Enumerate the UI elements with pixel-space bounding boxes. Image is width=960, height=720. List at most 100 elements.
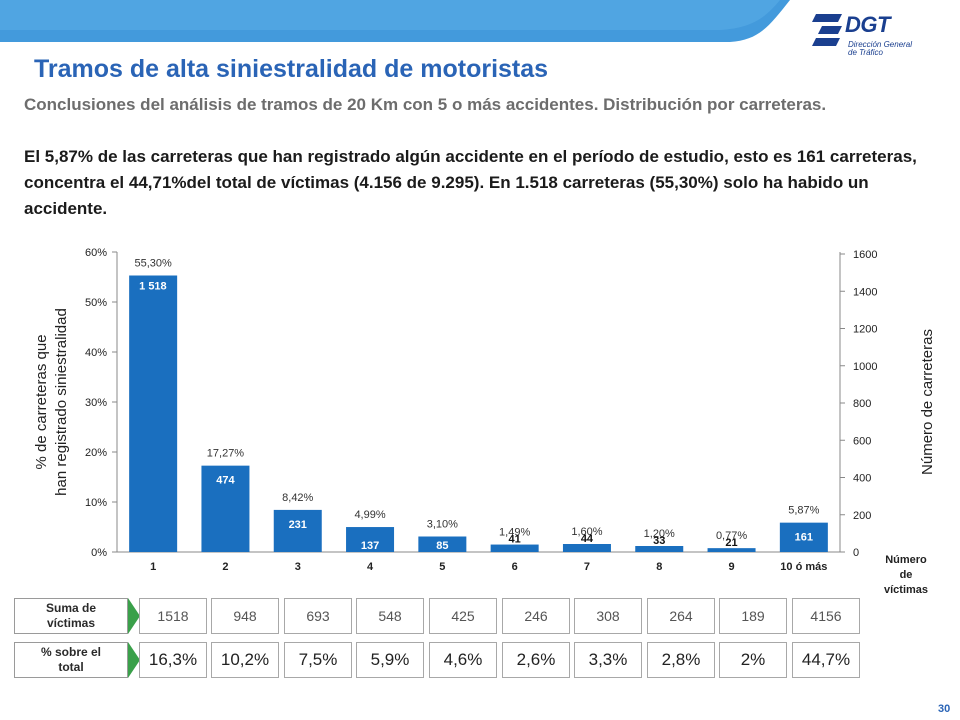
x-tick-label: 1 [150,561,156,573]
bar-pct-label: 8,42% [282,492,313,504]
bar [201,465,250,552]
bar-count-label: 44 [581,533,594,545]
pct-cell: 7,5% [284,642,352,678]
page-subtitle: Conclusiones del análisis de tramos de 2… [24,95,827,114]
x-tick-label: 4 [367,561,374,573]
y-right-axis-title: Número de carreteras [919,329,936,475]
page-title: Tramos de alta siniestralidad de motoris… [34,55,549,83]
logo-text: DGT [845,12,890,37]
logo-sub-line-2: de Tráfico [848,48,883,57]
pct-cell: 44,7% [792,642,860,678]
bar-count-label: 85 [436,540,448,552]
bar-count-label: 161 [795,532,813,544]
bar-pct-label: 1,60% [571,526,602,538]
conclusion-text: El 5,87% de las carreteras que han regis… [24,147,917,218]
bar-count-label: 137 [361,540,379,552]
y-right-tick-label: 200 [853,510,871,522]
x-tick-label: 5 [439,561,445,573]
x-tick-label: 9 [728,561,734,573]
bar-count-label: 474 [216,475,235,487]
bar-pct-label: 17,27% [207,448,245,460]
bar [273,509,322,552]
y-right-tick-label: 800 [853,398,871,410]
bar [707,548,756,552]
dgt-logo-icon [812,14,842,46]
sum-cell: 425 [429,598,497,634]
pct-label-line-1: % sobre el [40,645,102,659]
sum-cell: 308 [574,598,642,634]
y-right-tick-label: 0 [853,547,859,559]
pct-cell: 2% [719,642,787,678]
y-left-tick-label: 10% [85,497,107,509]
y-left-axis-title-line-1: % de carreteras que [33,334,50,469]
pct-cell: 10,2% [211,642,279,678]
sum-label-line-1: Suma de [45,601,96,615]
bar [635,546,684,552]
x-tick-label: 6 [512,561,518,573]
sum-cell: 246 [502,598,570,634]
logo-sub-line-1: Dirección General [848,40,913,49]
sum-cell: 189 [719,598,787,634]
y-left-tick-label: 30% [85,397,107,409]
bar [346,527,395,552]
bar-chart: 0%10%20%30%40%50%60%02004006008001000120… [33,247,936,596]
bar-pct-label: 1,49% [499,527,530,539]
bar-pct-label: 3,10% [427,519,458,531]
sum-cell: 548 [356,598,424,634]
sum-label-line-2: víctimas [46,616,95,630]
x-tick-label: 2 [222,561,228,573]
bar [779,522,828,552]
pct-cell: 16,3% [139,642,207,678]
y-right-tick-label: 1600 [853,249,877,261]
x-axis-title-line-2: de [900,569,913,581]
x-tick-label: 10 ó más [780,561,827,573]
page-number: 30 [938,703,951,715]
y-left-tick-label: 60% [85,247,107,259]
pct-row-arrow-icon [128,642,140,678]
logo-subtitle: Dirección General de Tráfico [848,41,912,57]
x-tick-label: 7 [584,561,590,573]
bar-count-label: 41 [509,534,521,546]
bar-count-label: 231 [289,519,307,531]
y-left-tick-label: 0% [91,547,107,559]
x-axis-title-line-1: Número [885,554,927,566]
y-left-axis-title-line-2: han registrado siniestralidad [53,308,70,496]
header-band [0,0,790,42]
bar-count-label: 1 518 [139,281,167,293]
bar-count-label: 21 [725,537,737,549]
bar [490,544,539,552]
sum-row-arrow-icon [128,598,140,634]
y-right-tick-label: 1000 [853,361,877,373]
bar [418,536,467,552]
x-tick-label: 3 [295,561,301,573]
pct-cell: 2,8% [647,642,715,678]
x-axis-title-line-3: víctimas [884,584,928,596]
sum-cell: 264 [647,598,715,634]
pct-cell: 3,3% [574,642,642,678]
bar-pct-label: 5,87% [788,505,819,517]
sum-cell: 693 [284,598,352,634]
sum-cell: 948 [211,598,279,634]
y-left-tick-label: 20% [85,447,107,459]
pct-row-label: % sobre el total [14,642,128,678]
bar-pct-label: 0,77% [716,530,747,542]
pct-cell: 2,6% [502,642,570,678]
bar-pct-label: 4,99% [354,509,385,521]
y-right-tick-label: 400 [853,473,871,485]
pct-label-line-2: total [58,660,84,674]
bar [562,544,611,552]
bar-count-label: 33 [653,535,665,547]
y-right-tick-label: 1400 [853,286,877,298]
sum-row-label: Suma de víctimas [14,598,128,634]
sum-cell: 1518 [139,598,207,634]
bar [129,275,178,552]
bar-pct-label: 55,30% [134,258,172,270]
pct-cell: 5,9% [356,642,424,678]
pct-cell: 4,6% [429,642,497,678]
sum-cell: 4156 [792,598,860,634]
bar-pct-label: 1,20% [644,528,675,540]
y-right-tick-label: 1200 [853,324,877,336]
y-left-tick-label: 40% [85,347,107,359]
y-left-tick-label: 50% [85,297,107,309]
y-right-tick-label: 600 [853,435,871,447]
